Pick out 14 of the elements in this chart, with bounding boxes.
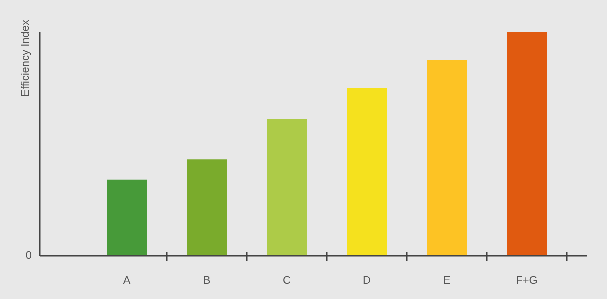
- bar: [507, 32, 547, 256]
- x-tick-label: D: [363, 274, 372, 287]
- bar: [107, 180, 147, 256]
- bar: [347, 88, 387, 256]
- x-tick-label: B: [203, 274, 211, 287]
- bar: [427, 60, 467, 256]
- text: 0: [24, 249, 32, 263]
- x-tick-label: E: [443, 274, 451, 287]
- x-tick-label: C: [283, 274, 292, 287]
- x-tick-label: F+G: [516, 274, 538, 287]
- bar: [187, 160, 227, 256]
- y-axis-title: Efficiency Index: [20, 20, 32, 97]
- x-tick-label: A: [123, 274, 132, 287]
- bar: [267, 119, 307, 256]
